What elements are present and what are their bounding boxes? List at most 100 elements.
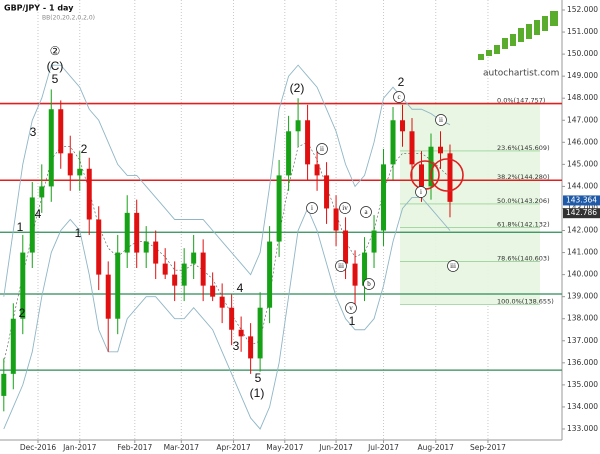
candle-body: [105, 274, 111, 319]
candle-body: [286, 131, 292, 176]
x-tick-label: May-2017: [266, 443, 303, 452]
wave-label: 3: [233, 339, 240, 353]
fibonacci-label: 50.0%(143.206): [497, 197, 550, 205]
wave-circle: [339, 202, 351, 214]
x-tick-label: Dec-2016: [20, 443, 57, 452]
y-tick-label: 138.000: [567, 314, 598, 323]
wave-circle: [435, 114, 447, 126]
candle-body: [248, 336, 254, 359]
circled-wave-label: b: [367, 280, 371, 288]
wave-circle: [360, 206, 372, 218]
fibonacci-label: 78.6%(140.603): [497, 254, 550, 262]
candle-body: [390, 120, 396, 165]
candle-body: [191, 252, 197, 264]
y-tick-label: 134.000: [567, 402, 598, 411]
candle-body: [96, 219, 102, 275]
y-tick-label: 135.000: [567, 380, 598, 389]
y-tick-label: 141.000: [567, 248, 598, 257]
wave-circle: [415, 186, 427, 198]
y-tick-label: 142.000: [567, 226, 598, 235]
x-tick-label: Jun-2017: [318, 443, 353, 452]
candle-body: [1, 373, 7, 396]
wave-label: (C): [47, 59, 64, 73]
y-tick-label: 137.000: [567, 336, 598, 345]
fibonacci-label: 61.8%(142.132): [497, 221, 550, 229]
x-tick-label: Jul-2017: [367, 443, 399, 452]
highlight-circle: [430, 158, 464, 192]
circled-wave-label: ii: [439, 116, 443, 124]
fibonacci-label: 38.2%(144.280): [497, 173, 550, 181]
band-middle: [3, 141, 451, 363]
candle-body: [210, 285, 216, 297]
indicator-label: BB(20,20,2,0,2,0): [42, 15, 95, 22]
candle-body: [437, 146, 443, 154]
fibonacci-label: 23.6%(145.609): [497, 144, 550, 152]
price-tag-label: 143.364: [566, 195, 597, 204]
candle-body: [86, 168, 92, 220]
wave-label: 4: [35, 207, 42, 221]
candle-body: [295, 120, 301, 132]
y-tick-label: 139.000: [567, 292, 598, 301]
candle-body: [124, 212, 130, 253]
wave-label: 2: [81, 142, 88, 156]
y-tick-label: 150.000: [567, 49, 598, 58]
candle-body: [48, 109, 54, 187]
circled-wave-label: c: [397, 93, 400, 101]
candle-body: [143, 241, 149, 253]
fibonacci-label: 100.0%(138.655): [497, 297, 554, 305]
wave-circle: [345, 302, 357, 314]
circled-wave-label: i: [420, 188, 422, 196]
wave-circle: [393, 91, 405, 103]
circled-wave-label: i: [311, 204, 313, 212]
candle-body: [362, 252, 368, 286]
candle-body: [162, 263, 168, 275]
y-tick-label: 145.000: [567, 159, 598, 168]
wave-label: 1: [349, 314, 356, 328]
candle-body: [352, 263, 358, 286]
x-tick-label: Jan-2017: [62, 443, 97, 452]
wave-circle: [316, 143, 328, 155]
price-tag: [563, 195, 600, 206]
candle-body: [77, 168, 83, 176]
candle-body: [153, 241, 159, 264]
y-tick-label: 140.000: [567, 270, 598, 279]
circled-wave-label: ii: [320, 145, 324, 153]
wave-label: 1: [17, 220, 24, 234]
candle-body: [276, 175, 282, 242]
y-tick-label: 148.000: [567, 93, 598, 102]
candle-body: [115, 252, 121, 319]
x-tick-label: Sep-2017: [470, 443, 506, 452]
price-tag-label: 142.786: [566, 208, 597, 217]
candle-body: [314, 164, 320, 176]
circled-wave-label: iii: [338, 262, 344, 270]
brand-logo: [478, 11, 558, 60]
wave-label: 1: [75, 226, 82, 240]
band-upper: [3, 64, 451, 297]
candle-body: [381, 164, 387, 231]
candle-body: [29, 197, 35, 253]
wave-circle: [447, 260, 459, 272]
candle-body: [267, 241, 273, 308]
candle-body: [257, 307, 263, 359]
wave-circle: [306, 202, 318, 214]
y-tick-label: 136.000: [567, 358, 598, 367]
candle-body: [58, 109, 64, 154]
wave-circle: [335, 260, 347, 272]
candle-body: [172, 274, 178, 286]
candle-body: [324, 175, 330, 209]
fibonacci-label: 0.0%(147.757): [497, 97, 545, 105]
candle-body: [200, 252, 206, 286]
candle-body: [343, 230, 349, 264]
wave-label: ②: [50, 44, 61, 58]
y-tick-label: 133.000: [567, 424, 598, 433]
candle-body: [333, 208, 339, 231]
y-tick-label: 144.000: [567, 181, 598, 190]
candle-body: [400, 120, 406, 132]
x-tick-label: Mar-2017: [164, 443, 200, 452]
y-tick-label: 146.000: [567, 137, 598, 146]
candle-body: [10, 318, 16, 374]
x-tick-label: Feb-2017: [117, 443, 152, 452]
candle-body: [39, 186, 45, 198]
